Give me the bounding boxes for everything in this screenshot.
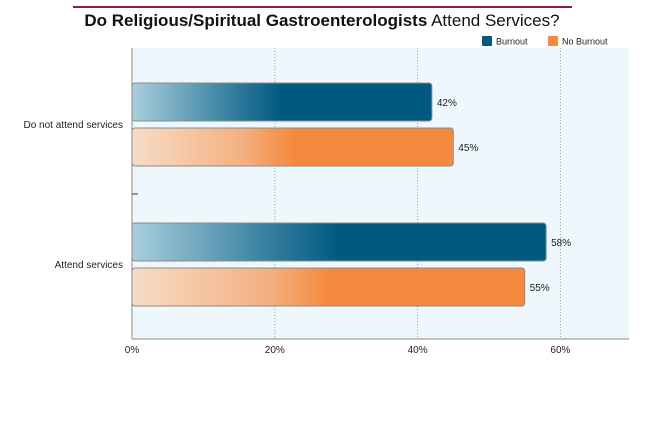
bar-burnout xyxy=(131,222,547,262)
data-label: 42% xyxy=(437,98,457,109)
x-tick-label: 20% xyxy=(265,345,285,356)
x-tick-label: 0% xyxy=(125,345,140,356)
legend: Burnout No Burnout xyxy=(482,36,608,47)
data-label: 58% xyxy=(551,238,571,249)
category-label: Do not attend services xyxy=(24,120,124,131)
data-label: 55% xyxy=(530,283,550,294)
legend-swatch-burnout xyxy=(482,36,492,46)
legend-label-no-burnout: No Burnout xyxy=(562,37,608,47)
x-tick-label: 60% xyxy=(550,345,570,356)
bar-no-burnout xyxy=(131,127,454,167)
x-tick-labels: 0% 20% 40% 60% xyxy=(125,345,571,356)
chart-title-regular: Attend Services? xyxy=(431,11,560,30)
x-tick-label: 40% xyxy=(408,345,428,356)
chart-title-bold: Do Religious/Spiritual Gastroenterologis… xyxy=(84,11,427,30)
data-label: 45% xyxy=(458,143,478,154)
legend-label-burnout: Burnout xyxy=(496,37,528,47)
legend-swatch-no-burnout xyxy=(548,36,558,46)
bars: 42% 45% 58% 55% xyxy=(131,82,571,307)
chart-title: Do Religious/Spiritual Gastroenterologis… xyxy=(84,11,559,30)
bar-no-burnout xyxy=(131,267,526,307)
category-label: Attend services xyxy=(55,260,123,271)
category-labels: Do not attend services Attend services xyxy=(24,120,124,271)
bar-burnout xyxy=(131,82,433,122)
